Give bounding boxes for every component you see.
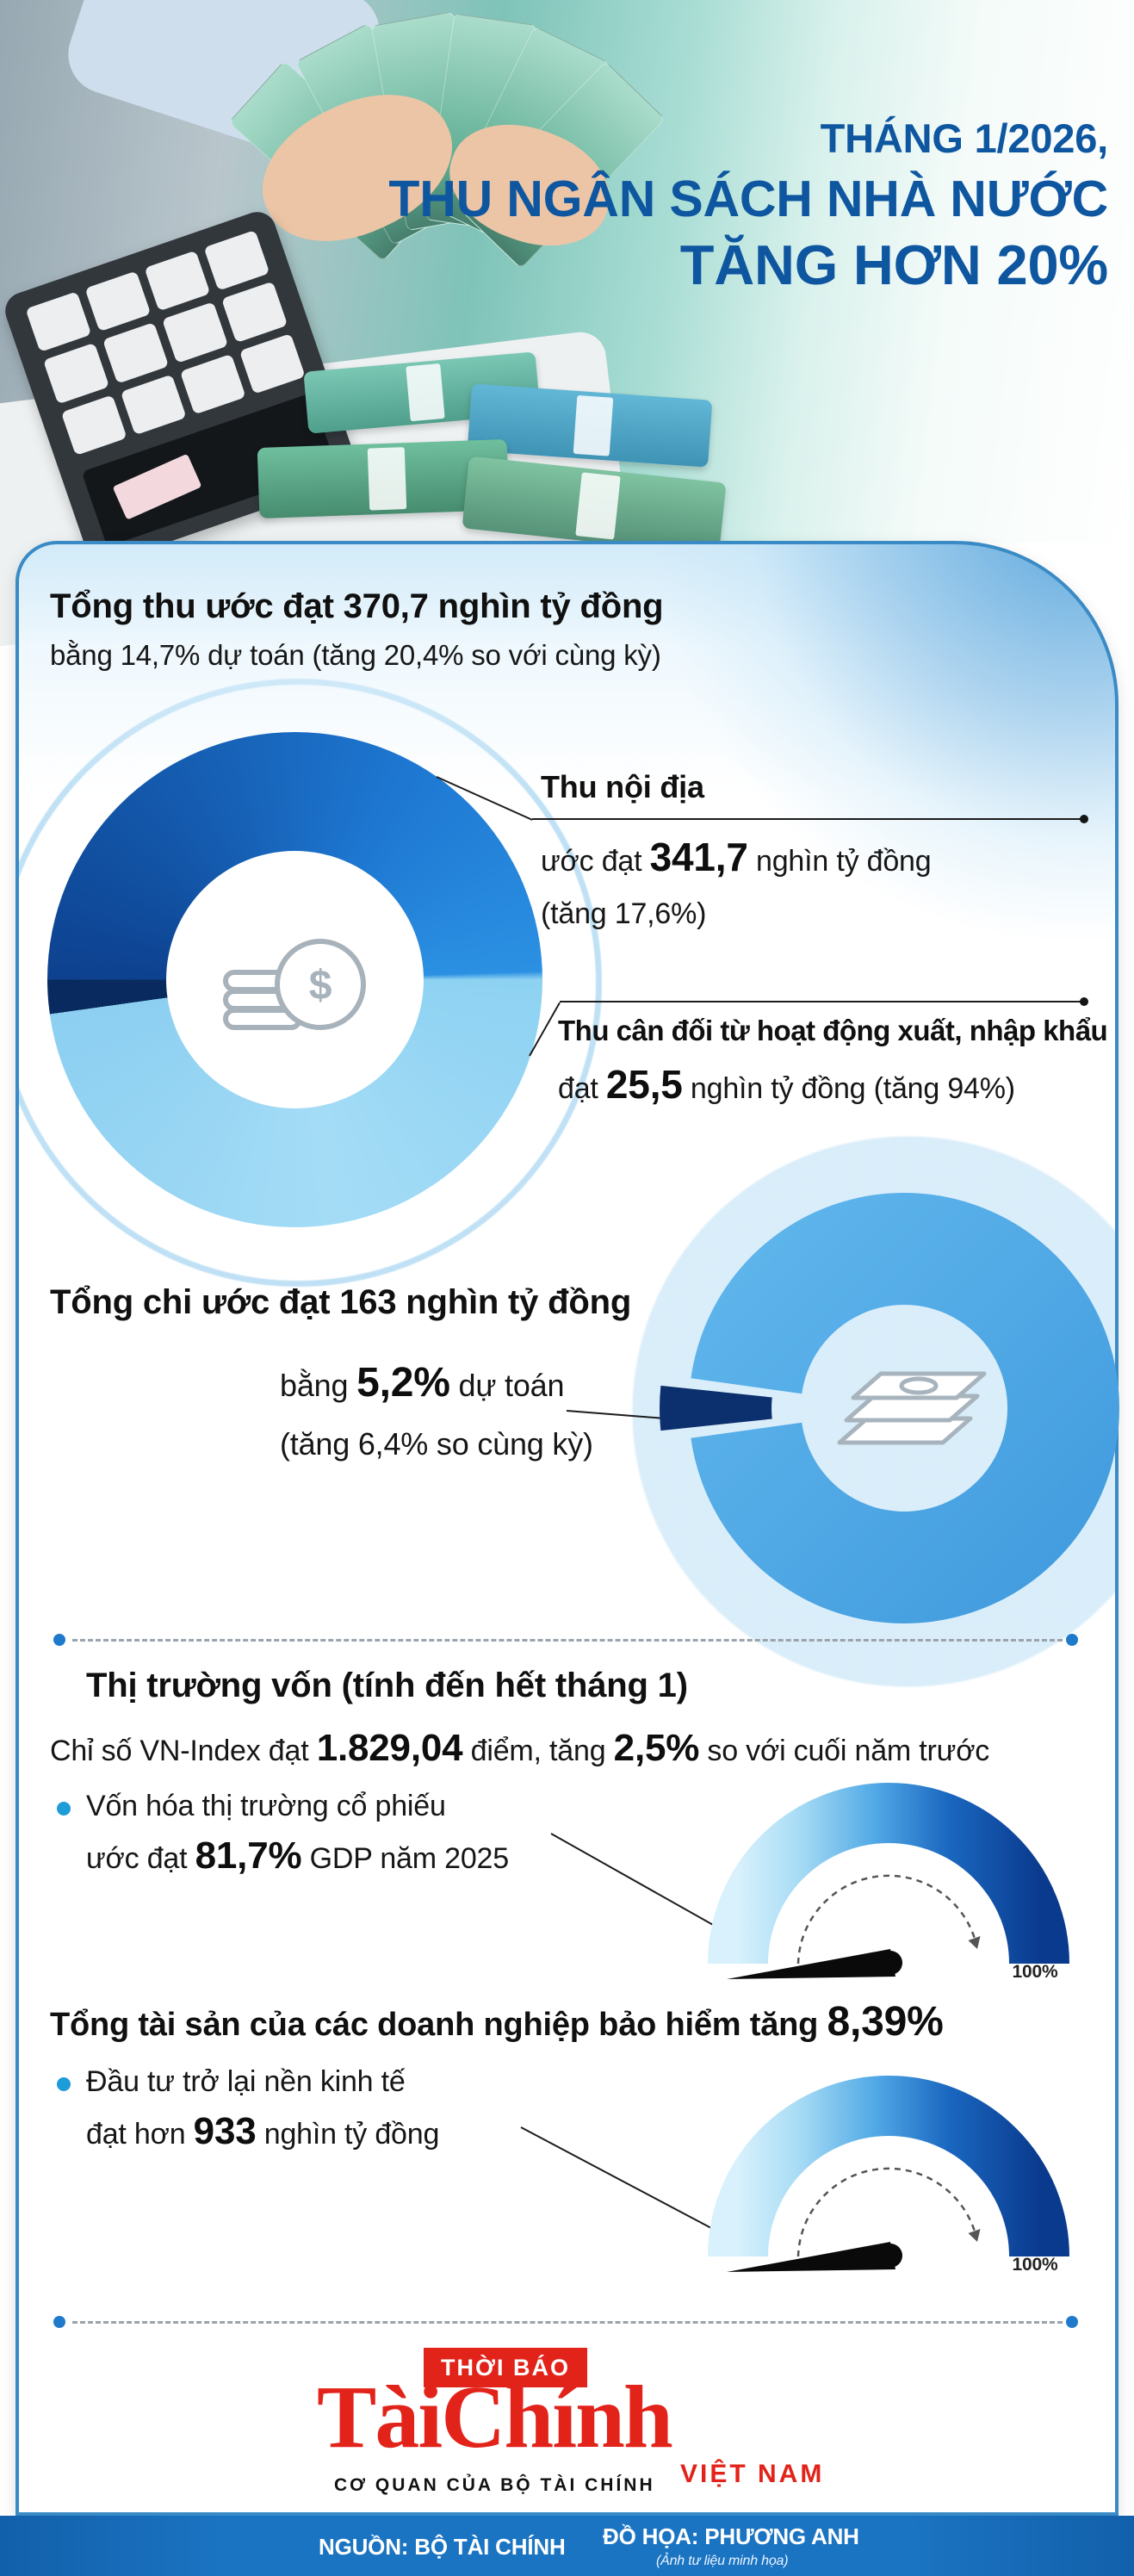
svg-text:$: $ [309,963,332,1009]
gauge-max-label: 100% [1013,1962,1058,1981]
needle-icon [727,2242,895,2272]
section-divider [72,1639,1063,1642]
revenue-title: Tổng thu ước đạt 370,7 nghìn tỷ đồng [50,587,664,625]
gauge-band [708,1783,1069,1965]
needle-icon [727,1949,895,1979]
headline: THÁNG 1/2026, THU NGÂN SÁCH NHÀ NƯỚC TĂN… [388,115,1109,297]
bullet-dot [57,1802,71,1816]
masthead-taichinh-logo: TàiChính [317,2368,673,2467]
coins-dollar-icon: $ [223,939,366,1030]
gauge-capital-market: 100% [708,1783,1069,1981]
spending-donut-chart [660,1193,1119,1623]
callout-line [532,818,1087,820]
source-credit: NGUỒN: BỘ TÀI CHÍNH [319,2534,566,2560]
spending-exploded-slice [660,1385,772,1431]
photo-note: (Ảnh tư liệu minh họa) [656,2554,789,2568]
paper-note [112,453,202,520]
masthead-vietnam: VIỆT NAM [680,2460,825,2488]
customs-value-line: đạt 25,5 nghìn tỷ đồng (tăng 94%) [558,1062,1015,1107]
spending-line2: (tăng 6,4% so cùng kỳ) [280,1426,593,1462]
callout-dot [1080,815,1088,823]
capital-market-heading: Thị trường vốn (tính đến hết tháng 1) [86,1667,688,1704]
callout-dot [1080,997,1088,1006]
vnindex-line: Chỉ số VN-Index đạt 1.829,04 điểm, tăng … [50,1727,990,1769]
headline-line2: THU NGÂN SÁCH NHÀ NƯỚC [388,170,1108,227]
customs-label: Thu cân đối từ hoạt động xuất, nhập khẩu [558,1015,1108,1046]
insurance-bullet-line1: Đầu tư trở lại nền kinh tế [86,2065,406,2098]
spending-title: Tổng chi ước đạt 163 nghìn tỷ đồng [50,1283,632,1321]
revenue-subtitle: bằng 14,7% dự toán (tăng 20,4% so với cù… [50,639,661,671]
bullet-dot [57,2077,71,2091]
banknote-stack-icon [837,1371,987,1445]
divider-dot [1066,2316,1078,2328]
gauge-band [708,2076,1069,2257]
gauge-max-label: 100% [1013,2255,1058,2274]
divider-dot [53,2316,65,2328]
divider-dot [1066,1634,1078,1646]
section-divider [72,2321,1063,2324]
spending-main-slice [691,1193,1119,1623]
header-photo: THÁNG 1/2026, THU NGÂN SÁCH NHÀ NƯỚC TĂN… [0,0,1134,653]
domestic-label: Thu nội địa [541,769,704,804]
gauge-insurance: 100% [708,2076,1069,2274]
domestic-value-line: ước đạt 341,7 nghìn tỷ đồng [541,835,932,879]
divider-dot [53,1634,65,1646]
masthead-agency-line: CƠ QUAN CỦA BỘ TÀI CHÍNH [334,2475,655,2495]
capital-bullet-line1: Vốn hóa thị trường cổ phiếu [86,1790,446,1822]
clockwise-dashed-arrow-icon [796,1874,976,1965]
headline-line3: TĂNG HƠN 20% [679,233,1108,296]
credit-bar: NGUỒN: BỘ TÀI CHÍNH ĐỒ HỌA: PHƯƠNG ANH (… [0,2516,1134,2576]
headline-line1: THÁNG 1/2026, [820,115,1109,161]
clockwise-dashed-arrow-icon [796,2167,976,2257]
domestic-note: (tăng 17,6%) [541,897,707,930]
graphic-credit: ĐỒ HỌA: PHƯƠNG ANH [603,2523,859,2549]
insurance-bullet-line2: đạt hơn 933 nghìn tỷ đồng [86,2110,440,2152]
callout-line [560,1001,1087,1002]
insurance-title: Tổng tài sản của các doanh nghiệp bảo hi… [50,1999,944,2045]
capital-bullet-line2: ước đạt 81,7% GDP năm 2025 [86,1834,509,1877]
spending-line1: bằng 5,2% dự toán [280,1360,565,1406]
masthead-thoibao: THỜI BÁO [424,2348,587,2387]
